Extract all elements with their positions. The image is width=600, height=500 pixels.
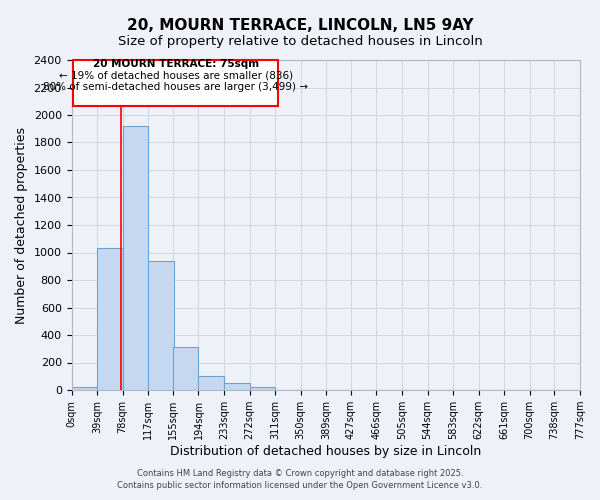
Text: 20 MOURN TERRACE: 75sqm: 20 MOURN TERRACE: 75sqm xyxy=(92,59,259,69)
Text: Contains public sector information licensed under the Open Government Licence v3: Contains public sector information licen… xyxy=(118,482,482,490)
Bar xyxy=(97,248,122,390)
FancyBboxPatch shape xyxy=(73,60,278,106)
Bar xyxy=(71,387,97,390)
Text: Size of property relative to detached houses in Lincoln: Size of property relative to detached ho… xyxy=(118,35,482,48)
Text: 80% of semi-detached houses are larger (3,499) →: 80% of semi-detached houses are larger (… xyxy=(43,82,308,92)
Y-axis label: Number of detached properties: Number of detached properties xyxy=(15,126,28,324)
X-axis label: Distribution of detached houses by size in Lincoln: Distribution of detached houses by size … xyxy=(170,445,481,458)
Bar xyxy=(173,346,199,390)
Text: Contains HM Land Registry data © Crown copyright and database right 2025.: Contains HM Land Registry data © Crown c… xyxy=(137,470,463,478)
Bar xyxy=(250,387,275,390)
Bar xyxy=(224,383,250,390)
Bar xyxy=(148,261,173,390)
Bar xyxy=(199,376,224,390)
Bar xyxy=(122,126,148,390)
Text: 20, MOURN TERRACE, LINCOLN, LN5 9AY: 20, MOURN TERRACE, LINCOLN, LN5 9AY xyxy=(127,18,473,32)
Text: ← 19% of detached houses are smaller (836): ← 19% of detached houses are smaller (83… xyxy=(59,70,293,80)
